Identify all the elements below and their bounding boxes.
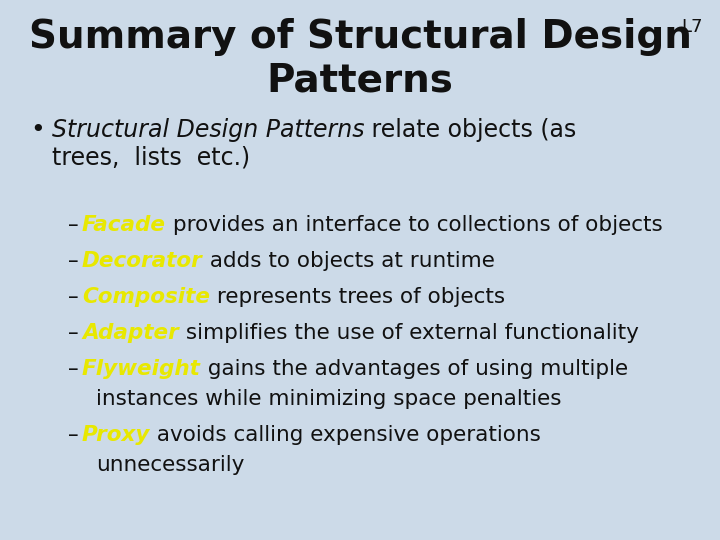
Text: unnecessarily: unnecessarily — [96, 455, 244, 475]
Text: Adapter: Adapter — [82, 323, 179, 343]
Text: –: – — [68, 287, 78, 307]
Text: provides an interface to collections of objects: provides an interface to collections of … — [166, 215, 662, 235]
Text: relate objects (as: relate objects (as — [364, 118, 577, 142]
Text: Composite: Composite — [82, 287, 210, 307]
Text: instances while minimizing space penalties: instances while minimizing space penalti… — [96, 389, 562, 409]
Text: •: • — [30, 118, 45, 142]
Text: Summary of Structural Design: Summary of Structural Design — [29, 18, 691, 56]
Text: avoids calling expensive operations: avoids calling expensive operations — [150, 425, 541, 445]
Text: –: – — [68, 215, 78, 235]
Text: simplifies the use of external functionality: simplifies the use of external functiona… — [179, 323, 639, 343]
Text: trees,  lists  etc.): trees, lists etc.) — [52, 146, 250, 170]
Text: –: – — [68, 359, 78, 379]
Text: Proxy: Proxy — [82, 425, 150, 445]
Text: Facade: Facade — [82, 215, 166, 235]
Text: –: – — [68, 323, 78, 343]
Text: represents trees of objects: represents trees of objects — [210, 287, 505, 307]
Text: Flyweight: Flyweight — [82, 359, 201, 379]
Text: Decorator: Decorator — [82, 251, 203, 271]
Text: Structural Design Patterns: Structural Design Patterns — [52, 118, 364, 142]
Text: gains the advantages of using multiple: gains the advantages of using multiple — [201, 359, 628, 379]
Text: L7: L7 — [682, 18, 703, 36]
Text: –: – — [68, 251, 78, 271]
Text: Patterns: Patterns — [266, 62, 454, 100]
Text: adds to objects at runtime: adds to objects at runtime — [203, 251, 495, 271]
Text: –: – — [68, 425, 78, 445]
